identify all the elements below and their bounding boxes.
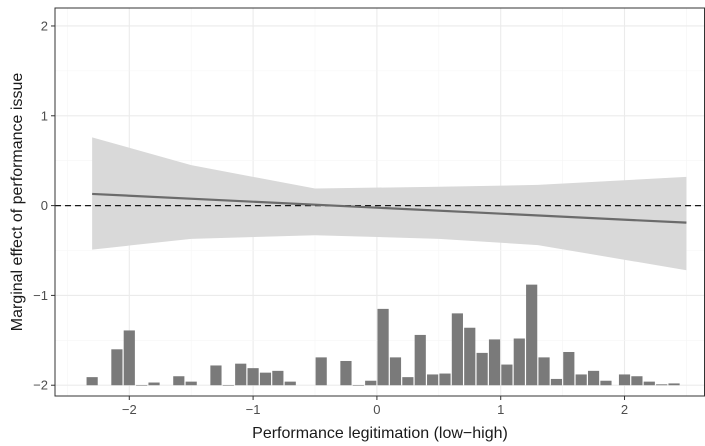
histogram-bar xyxy=(377,308,389,386)
histogram-bar xyxy=(148,382,160,386)
histogram-bar xyxy=(123,330,135,386)
histogram-bar xyxy=(389,357,402,386)
histogram-bar xyxy=(414,334,426,386)
effect-line-layer xyxy=(92,192,687,224)
histogram-bar xyxy=(402,377,414,386)
histogram-bar xyxy=(668,383,680,386)
histogram-bar xyxy=(631,376,643,386)
histogram-bar xyxy=(643,381,655,386)
y-tick-label: 1 xyxy=(41,108,48,123)
histogram-bar xyxy=(427,374,439,386)
confidence-band xyxy=(92,137,687,271)
histogram-bar xyxy=(526,284,538,386)
histogram-bar xyxy=(618,374,631,386)
x-axis-title: Performance legitimation (low−high) xyxy=(252,425,508,442)
histogram-bar xyxy=(284,381,296,386)
histogram-bar xyxy=(488,339,501,386)
x-tick-label: −2 xyxy=(122,402,137,417)
histogram-bar xyxy=(173,376,185,386)
histogram-bar xyxy=(464,327,476,386)
histogram-bar xyxy=(513,338,525,386)
histogram-bar xyxy=(352,385,364,386)
histogram-bar xyxy=(365,380,377,386)
y-tick-label: 0 xyxy=(41,198,48,213)
x-tick-label: 0 xyxy=(373,402,380,417)
x-tick-label: 1 xyxy=(497,402,504,417)
histogram-bar xyxy=(439,373,451,386)
histogram-bar xyxy=(259,372,272,386)
confidence-band-layer xyxy=(92,137,687,271)
histogram-bar xyxy=(575,374,587,386)
histogram-bar xyxy=(451,313,463,386)
histogram-bar xyxy=(315,357,327,386)
histogram-bar xyxy=(111,349,123,386)
histogram-bar xyxy=(272,370,284,386)
histogram-bar xyxy=(136,385,148,386)
y-tick-label: −2 xyxy=(33,378,48,393)
histogram-bar xyxy=(476,352,488,386)
histogram-bar xyxy=(235,363,247,386)
x-tick-label: −1 xyxy=(246,402,261,417)
y-tick-label: 2 xyxy=(41,18,48,33)
histogram-bar xyxy=(185,381,197,386)
marginal-effect-line xyxy=(92,192,687,224)
x-tick-label: 2 xyxy=(621,402,628,417)
histogram-bar xyxy=(538,357,550,386)
histogram-bar xyxy=(600,380,612,386)
y-axis-ticks: −2 −1 0 1 2 xyxy=(33,18,55,393)
histogram-bar xyxy=(86,377,98,386)
histogram-bar xyxy=(656,384,668,386)
histogram-bar xyxy=(563,351,575,386)
histogram-bar xyxy=(247,368,259,386)
histogram-bar xyxy=(210,365,222,386)
histogram-bar xyxy=(587,370,600,386)
histogram-bar xyxy=(550,378,563,386)
histogram-layer xyxy=(86,284,680,386)
histogram-bar xyxy=(501,364,513,386)
y-tick-label: −1 xyxy=(33,288,48,303)
histogram-bar xyxy=(340,360,352,386)
y-axis-title: Marginal effect of performance issue xyxy=(9,73,26,332)
x-axis-ticks: −2 −1 0 1 2 xyxy=(122,396,628,417)
histogram-bar xyxy=(222,385,234,386)
